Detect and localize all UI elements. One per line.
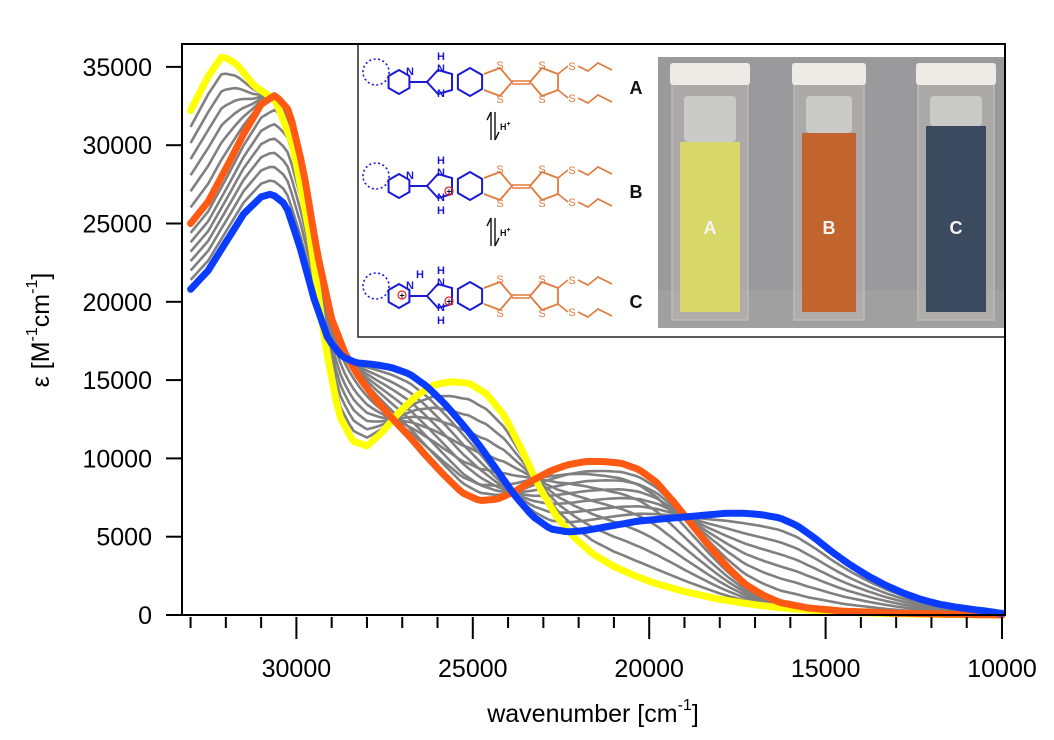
- atom-s: S: [538, 308, 545, 320]
- x-axis: 30000 25000 20000 15000 10000: [189, 617, 1037, 683]
- atom-s: S: [496, 308, 503, 320]
- intermediate-curve: [189, 137, 1003, 616]
- atom-s: S: [496, 164, 503, 176]
- y-tick-label: 30000: [82, 132, 152, 160]
- atom-s: S: [538, 60, 545, 72]
- arrow-label-h-plus: H+: [500, 121, 511, 132]
- x-tick-label: 30000: [262, 655, 332, 683]
- atom-s: S: [568, 307, 575, 319]
- atom-s: S: [496, 198, 503, 210]
- x-tick-label: 15000: [791, 655, 861, 683]
- atom-s: S: [568, 61, 575, 73]
- solution: [926, 126, 986, 312]
- atom-s: S: [538, 94, 545, 106]
- atom-n: N: [437, 63, 445, 75]
- atom-h: H: [437, 315, 445, 327]
- equilibrium-arrow: H+: [486, 111, 511, 141]
- atom-h: H: [437, 51, 445, 63]
- atom-n: N: [437, 88, 445, 100]
- atom-s: S: [538, 274, 545, 286]
- plus-sign: +: [399, 291, 404, 301]
- photo-label-b: B: [823, 218, 836, 238]
- atom-s: S: [496, 60, 503, 72]
- cuvette-photo: A B C: [658, 57, 1005, 328]
- x-tick-label: 10000: [967, 655, 1037, 683]
- positive-charge: [444, 296, 454, 306]
- solution: [802, 133, 856, 312]
- photo-label-c: C: [950, 218, 963, 238]
- cuvette-cap: [792, 63, 866, 85]
- atom-h: H: [437, 265, 445, 277]
- equilibrium-arrow: H+: [486, 217, 511, 247]
- y-axis-title: ε [M-1cm-1]: [24, 273, 55, 388]
- atom-n: N: [437, 277, 445, 289]
- positive-charge: [397, 290, 407, 300]
- x-tick-label: 25000: [438, 655, 508, 683]
- atom-n: N: [406, 280, 414, 292]
- y-tick-label: 0: [138, 602, 152, 630]
- photo-label-a: A: [704, 218, 717, 238]
- atom-s: S: [568, 197, 575, 209]
- cuvette-b: B: [792, 63, 866, 321]
- atom-n: N: [437, 302, 445, 314]
- positive-charge: [444, 186, 454, 196]
- y-tick-label: 5000: [96, 524, 152, 552]
- plus-sign: +: [446, 297, 451, 307]
- atom-n: N: [437, 167, 445, 179]
- solution: [680, 142, 740, 312]
- curve-b-orange: [187, 92, 1006, 619]
- atom-s: S: [538, 198, 545, 210]
- atom-s: S: [538, 164, 545, 176]
- y-axis: 0 5000 10000 15000 20000 25000 30000 35000: [82, 54, 182, 630]
- y-tick-label: 15000: [82, 367, 152, 395]
- y-tick-label: 25000: [82, 211, 152, 239]
- x-tick-label: 20000: [614, 655, 684, 683]
- atom-h: H: [437, 205, 445, 217]
- atom-n: N: [406, 66, 414, 78]
- endpoint-curves: [187, 53, 1006, 619]
- intermediate-curve: [189, 151, 1003, 616]
- scheme-label-c: C: [630, 292, 643, 312]
- atom-h: H: [437, 155, 445, 167]
- atom-s: S: [568, 93, 575, 105]
- atom-n: N: [437, 192, 445, 204]
- y-tick-label: 35000: [82, 54, 152, 82]
- plot-frame: [181, 43, 1006, 616]
- cuvette-cap: [916, 63, 996, 85]
- atom-n: N: [406, 170, 414, 182]
- atom-s: S: [496, 94, 503, 106]
- intermediate-curve: [189, 165, 1003, 616]
- cuvette-a: A: [670, 63, 750, 321]
- atom-s: S: [568, 165, 575, 177]
- curve-c-blue: [187, 190, 1006, 617]
- y-tick-label: 10000: [82, 445, 152, 473]
- arrow-label-h-plus: H+: [500, 227, 511, 238]
- plot-area: [187, 53, 1006, 619]
- plus-sign: +: [446, 187, 451, 197]
- scheme-label-a: A: [630, 78, 643, 98]
- atom-s: S: [496, 274, 503, 286]
- x-axis-title: wavenumber [cm-1]: [486, 697, 699, 728]
- atom-s: S: [568, 275, 575, 287]
- atom-h: H: [416, 269, 424, 281]
- cuvette-cap: [670, 63, 750, 85]
- cuvette-c: C: [916, 63, 996, 321]
- y-tick-label: 20000: [82, 289, 152, 317]
- scheme-label-b: B: [630, 182, 643, 202]
